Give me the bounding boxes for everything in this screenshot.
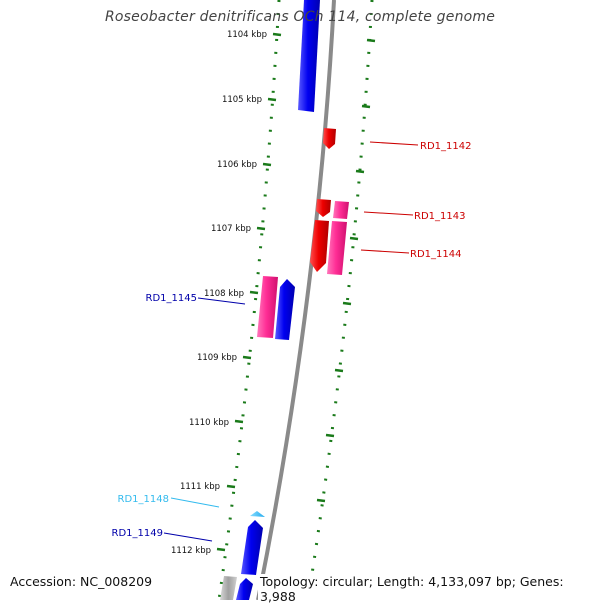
ruler-label: 1106 kbp	[217, 160, 257, 170]
leader-line	[163, 532, 213, 542]
ruler-label: 1105 kbp	[222, 95, 262, 105]
gene-label-rd1-1148[interactable]: RD1_1148	[118, 494, 169, 505]
leader-line	[197, 297, 246, 305]
gene-feature-rd1-1145-pink[interactable]	[257, 276, 278, 338]
major-tick	[355, 169, 365, 174]
ruler-label: 1110 kbp	[189, 418, 229, 428]
ruler-label: 1111 kbp	[180, 482, 220, 492]
leader-line	[170, 497, 220, 508]
gene-label-rd1-1145[interactable]: RD1_1145	[146, 293, 197, 304]
gene-feature-rd1-1143-red[interactable]	[316, 199, 331, 217]
inner-major-ticks	[216, 32, 282, 552]
gene-feature-rd1-1143-pink[interactable]	[333, 201, 349, 219]
genome-title: Roseobacter denitrificans OCh 114, compl…	[104, 9, 496, 25]
major-tick	[272, 32, 282, 37]
gene-labels: RD1_1142 RD1_1143 RD1_1144 RD1_1145 RD1_…	[112, 141, 472, 539]
gene-feature-rd1-1142[interactable]	[323, 128, 336, 149]
label-leaders	[163, 141, 419, 542]
major-tick	[316, 498, 326, 503]
ruler-label: 1108 kbp	[204, 289, 244, 299]
gene-feature-rd1-1145-blue[interactable]	[275, 279, 295, 340]
major-tick	[242, 355, 252, 360]
ruler-labels: 1104 kbp 1105 kbp 1106 kbp 1107 kbp 1108…	[171, 30, 267, 556]
ruler-label: 1107 kbp	[211, 224, 251, 234]
major-tick	[361, 104, 371, 109]
major-tick	[216, 547, 226, 552]
gene-feature-rd1-1149[interactable]	[241, 520, 263, 575]
gene-feature-grey[interactable]	[220, 576, 237, 600]
backbone-line	[256, 0, 336, 601]
major-tick	[262, 162, 272, 167]
leader-line	[369, 141, 419, 146]
major-tick	[226, 484, 236, 489]
gene-label-rd1-1144[interactable]: RD1_1144	[410, 249, 461, 260]
topology-text: Topology: circular; Length: 4,133,097 bp…	[258, 574, 600, 604]
gene-label-rd1-1149[interactable]: RD1_1149	[112, 528, 163, 539]
major-tick	[325, 433, 335, 438]
gene-feature-rd1-1148[interactable]	[250, 511, 265, 517]
gene-feature-rd1-1144-pink[interactable]	[327, 221, 347, 275]
major-tick	[256, 226, 266, 231]
major-tick	[349, 236, 359, 241]
ruler-label: 1109 kbp	[197, 353, 237, 363]
accession-text: Accession: NC_008209	[8, 574, 155, 589]
leader-line	[360, 249, 410, 254]
gene-feature-blue[interactable]	[298, 0, 320, 112]
leader-line	[363, 211, 414, 216]
ruler-label: 1104 kbp	[227, 30, 267, 40]
ruler-label: 1112 kbp	[171, 546, 211, 556]
major-tick	[366, 38, 376, 43]
major-tick	[342, 301, 352, 306]
major-tick	[249, 290, 259, 295]
major-tick	[334, 368, 344, 373]
gene-feature-blue-bottom[interactable]	[236, 578, 253, 600]
major-tick	[234, 419, 244, 424]
gene-label-rd1-1143[interactable]: RD1_1143	[414, 211, 465, 222]
inner-tick-track	[217, 0, 281, 601]
gene-label-rd1-1142[interactable]: RD1_1142	[420, 141, 471, 152]
gene-features	[220, 0, 349, 600]
gene-feature-rd1-1144-red[interactable]	[310, 220, 329, 272]
major-tick	[267, 97, 277, 102]
outer-major-ticks	[316, 38, 376, 503]
